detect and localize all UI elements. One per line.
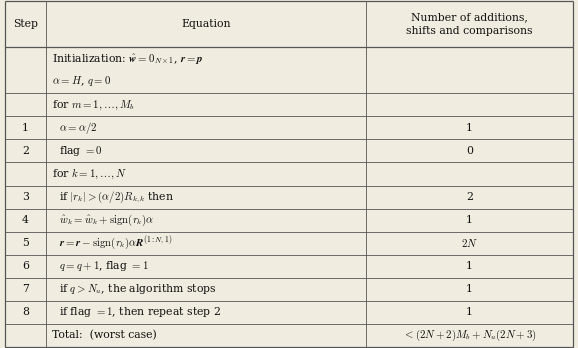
Text: 1: 1: [466, 284, 473, 294]
Text: 1: 1: [466, 261, 473, 271]
Text: $2N$: $2N$: [461, 237, 478, 249]
Text: Step: Step: [13, 19, 38, 30]
Text: Total:  (worst case): Total: (worst case): [52, 330, 157, 340]
Text: $\boldsymbol{r} = \boldsymbol{r} - \mathrm{sign}(r_k)\alpha\boldsymbol{R}^{(1:N,: $\boldsymbol{r} = \boldsymbol{r} - \math…: [59, 234, 172, 252]
Text: flag $= 0$: flag $= 0$: [59, 144, 102, 158]
Text: for $k = 1,\ldots,N$: for $k = 1,\ldots,N$: [52, 167, 127, 181]
Text: $\alpha = H$, $q = 0$: $\alpha = H$, $q = 0$: [52, 73, 111, 88]
Text: if $q > N_u$, the algorithm stops: if $q > N_u$, the algorithm stops: [59, 282, 217, 296]
Text: Initialization: $\hat{\boldsymbol{w}} = \boldsymbol{0}_{N\times1}$, $\boldsymbol: Initialization: $\hat{\boldsymbol{w}} = …: [52, 53, 203, 68]
Text: 6: 6: [22, 261, 29, 271]
Text: 3: 3: [22, 192, 29, 202]
Text: if $|r_k| > (\alpha/2)R_{k,k}$ then: if $|r_k| > (\alpha/2)R_{k,k}$ then: [59, 189, 174, 205]
Text: Equation: Equation: [181, 19, 231, 30]
Text: $< (2N+2)M_b + N_u(2N+3)$: $< (2N+2)M_b + N_u(2N+3)$: [403, 327, 536, 343]
Text: 2: 2: [466, 192, 473, 202]
Text: 0: 0: [466, 146, 473, 156]
Text: 1: 1: [466, 307, 473, 317]
Text: 5: 5: [22, 238, 29, 248]
Text: 7: 7: [22, 284, 29, 294]
Text: 1: 1: [22, 123, 29, 133]
Text: $q = q+1$, flag $= 1$: $q = q+1$, flag $= 1$: [59, 259, 149, 273]
Text: for $m = 1,\ldots,M_b$: for $m = 1,\ldots,M_b$: [52, 98, 135, 112]
Text: 4: 4: [22, 215, 29, 225]
Text: Number of additions,
shifts and comparisons: Number of additions, shifts and comparis…: [406, 13, 533, 37]
Text: 1: 1: [466, 123, 473, 133]
Text: if flag $= 1$, then repeat step 2: if flag $= 1$, then repeat step 2: [59, 305, 221, 319]
Text: 2: 2: [22, 146, 29, 156]
Text: $\hat{w}_k = \hat{w}_k + \mathrm{sign}(r_k)\alpha$: $\hat{w}_k = \hat{w}_k + \mathrm{sign}(r…: [59, 212, 154, 228]
Text: 8: 8: [22, 307, 29, 317]
Text: 1: 1: [466, 215, 473, 225]
Text: $\alpha = \alpha/2$: $\alpha = \alpha/2$: [59, 120, 97, 136]
